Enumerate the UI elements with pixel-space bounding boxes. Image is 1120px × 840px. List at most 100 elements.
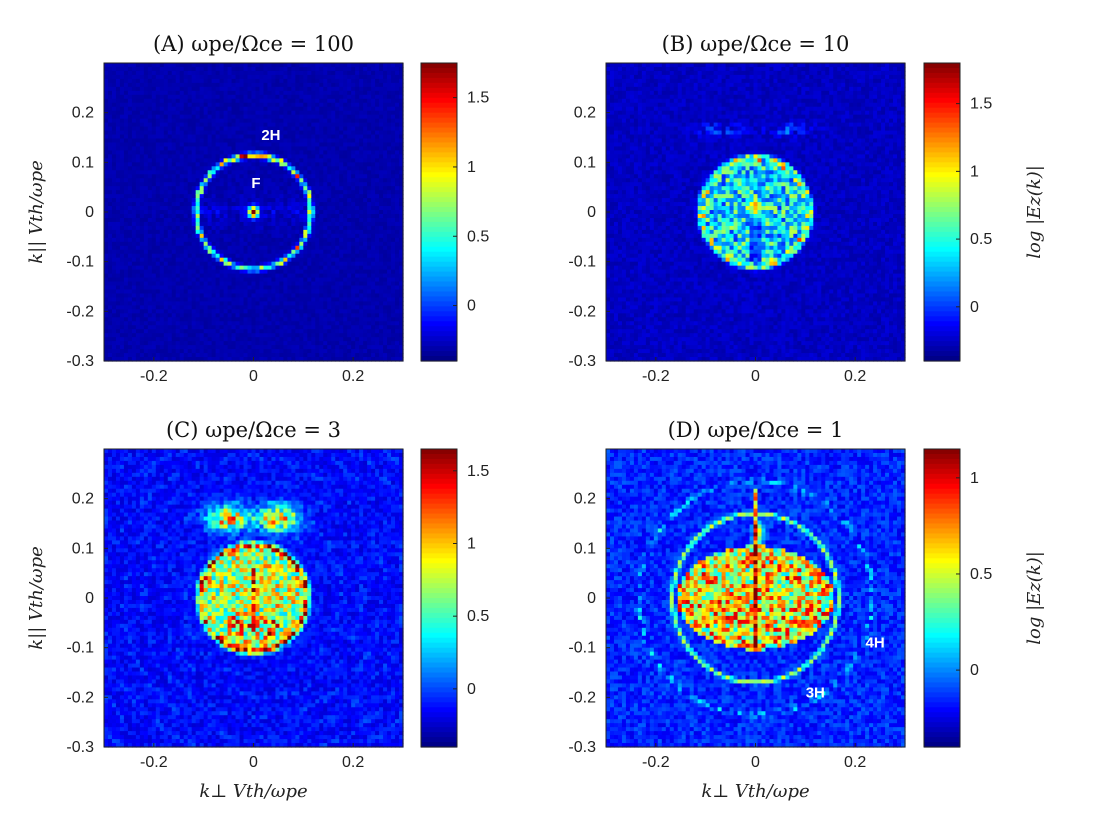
heatmap-cell — [343, 158, 348, 163]
heatmap-cell — [299, 325, 304, 330]
heatmap-cell — [311, 321, 316, 326]
heatmap-cell — [135, 194, 141, 199]
heatmap-cell — [247, 297, 253, 302]
heatmap-cell — [123, 357, 129, 362]
heatmap-cell — [131, 106, 137, 112]
heatmap-cell — [339, 321, 344, 326]
heatmap-cell — [343, 277, 348, 283]
heatmap-cell — [327, 126, 332, 132]
heatmap-cell — [151, 94, 157, 100]
heatmap-cell — [207, 126, 213, 132]
heatmap-cell — [211, 313, 217, 318]
heatmap-cell — [255, 313, 261, 318]
heatmap-cell — [315, 313, 320, 318]
heatmap-cell — [203, 297, 209, 302]
heatmap-cell — [347, 82, 352, 88]
heatmap-cell — [211, 170, 217, 175]
heatmap-cell — [275, 293, 281, 299]
heatmap-cell — [243, 78, 249, 84]
heatmap-cell — [355, 301, 360, 306]
heatmap-cell — [315, 78, 320, 84]
heatmap-cell — [139, 225, 145, 231]
heatmap-cell — [143, 329, 149, 334]
heatmap-cell — [219, 349, 225, 354]
heatmap-cell — [175, 102, 181, 108]
heatmap-cell — [307, 313, 312, 318]
heatmap-cell — [179, 174, 185, 179]
heatmap-cell — [235, 269, 241, 275]
heatmap-cell — [235, 74, 241, 80]
heatmap-cell — [275, 289, 281, 295]
heatmap-cell — [195, 106, 201, 112]
heatmap-cell — [119, 349, 125, 354]
heatmap-cell — [231, 170, 237, 175]
heatmap-cell — [271, 217, 277, 223]
heatmap-cell — [195, 186, 201, 191]
heatmap-cell — [303, 78, 308, 84]
heatmap-cell — [319, 158, 324, 163]
heatmap-cell — [199, 154, 205, 159]
heatmap-cell — [215, 285, 221, 291]
heatmap-cell — [187, 233, 193, 239]
heatmap-cell — [319, 194, 324, 199]
heatmap-cell — [171, 102, 177, 108]
heatmap-cell — [171, 313, 177, 318]
heatmap-cell — [367, 63, 372, 68]
heatmap-cell — [327, 241, 332, 247]
heatmap-cell — [259, 94, 265, 100]
heatmap-cell — [291, 221, 296, 227]
heatmap-cell — [303, 337, 308, 342]
heatmap-cell — [231, 317, 237, 322]
heatmap-cell — [175, 341, 181, 346]
heatmap-cell — [275, 142, 281, 148]
heatmap-cell — [263, 202, 269, 207]
heatmap-cell — [203, 341, 209, 346]
heatmap-cell — [255, 206, 261, 211]
heatmap-cell — [223, 202, 229, 207]
heatmap-cell — [119, 190, 125, 195]
heatmap-cell — [263, 118, 269, 124]
heatmap-cell — [147, 345, 153, 350]
heatmap-cell — [155, 174, 161, 179]
heatmap-cell — [219, 78, 225, 84]
heatmap-cell — [279, 229, 284, 235]
heatmap-cell — [119, 353, 125, 358]
heatmap-cell — [319, 130, 324, 136]
heatmap-cell — [115, 102, 121, 108]
heatmap-cell — [327, 210, 332, 215]
heatmap-cell — [207, 74, 213, 80]
heatmap-cell — [207, 317, 213, 322]
heatmap-cell — [195, 118, 201, 124]
heatmap-cell — [215, 257, 221, 263]
heatmap-cell — [295, 337, 300, 342]
heatmap-cell — [203, 285, 209, 291]
heatmap-cell — [303, 134, 308, 140]
heatmap-cell — [183, 190, 189, 195]
heatmap-cell — [263, 74, 269, 80]
heatmap-cell — [127, 78, 133, 84]
heatmap-cell — [159, 210, 165, 215]
heatmap-cell — [275, 202, 281, 207]
heatmap-cell — [331, 221, 336, 227]
heatmap-cell — [135, 150, 141, 155]
heatmap-cell — [331, 206, 336, 211]
heatmap-cell — [123, 150, 129, 155]
heatmap-cell — [327, 345, 332, 350]
heatmap-cell — [335, 82, 340, 88]
heatmap-cell — [287, 138, 292, 144]
heatmap-cell — [104, 229, 109, 235]
heatmap-cell — [287, 269, 292, 275]
heatmap-cell — [127, 94, 133, 100]
heatmap-cell — [267, 150, 273, 155]
heatmap-cell — [131, 198, 137, 203]
heatmap-cell — [211, 182, 217, 187]
heatmap-cell — [283, 110, 288, 116]
heatmap-cell — [147, 245, 153, 251]
heatmap-cell — [231, 142, 237, 148]
heatmap-cell — [123, 142, 129, 148]
heatmap-cell — [163, 253, 169, 259]
heatmap-cell — [207, 206, 213, 211]
heatmap-cell — [167, 329, 173, 334]
heatmap-cell — [167, 70, 173, 76]
heatmap-cell — [243, 86, 249, 92]
